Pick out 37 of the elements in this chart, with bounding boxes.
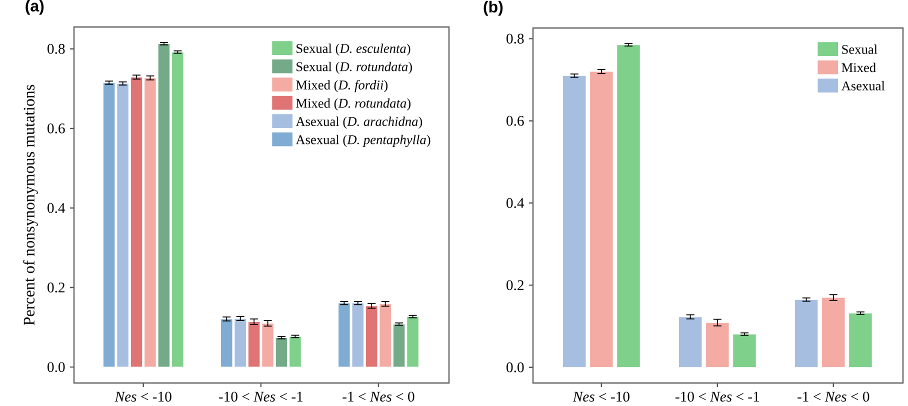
legend-label: Sexual (D. esculenta)	[296, 44, 410, 56]
y-tick-label: 0.8	[506, 34, 524, 44]
y-axis-title: Percent of nonsynonymous mutations	[23, 84, 38, 326]
bar	[616, 44, 640, 368]
bar	[678, 316, 702, 368]
y-tick-label: 0.4	[506, 198, 524, 208]
x-tick-label: Nes < -10	[572, 392, 630, 402]
bar	[590, 71, 614, 368]
legend-label: Mixed (D. fordii)	[296, 80, 388, 92]
bar	[794, 299, 818, 368]
bar	[562, 75, 586, 368]
y-tick-label: 0.0	[506, 362, 524, 372]
y-tick-label: 0.0	[48, 362, 65, 372]
legend-label: Asexual (D. arachidna)	[296, 116, 422, 129]
chart-title: (a)	[26, 0, 44, 15]
legend-label: Sexual (D. rotundata)	[296, 62, 412, 74]
x-tick-label: -1 < Nes < 0	[798, 392, 870, 402]
x-tick-label: -10 < Nes < -1	[675, 392, 760, 402]
bar	[848, 312, 872, 368]
legend-label: Mixed (D. rotundata)	[296, 98, 410, 110]
chart-title: (b)	[484, 0, 503, 16]
x-tick-label: -10 < Nes < -1	[218, 392, 303, 402]
y-tick-label: 0.2	[48, 282, 64, 293]
y-tick-label: 0.8	[48, 44, 65, 54]
legend-label: Asexual	[841, 81, 885, 90]
y-tick-label: 0.2	[506, 280, 524, 290]
bar	[706, 322, 730, 368]
bar	[732, 334, 756, 368]
bar	[821, 297, 846, 368]
legend-label: Sexual	[842, 44, 878, 54]
y-tick-label: 0.6	[506, 116, 524, 126]
legend-label: Asexual (D. pentaphylla)	[296, 134, 430, 147]
x-tick-label: Nes < -10	[114, 392, 172, 402]
y-tick-label: 0.6	[48, 123, 65, 134]
y-tick-label: 0.4	[48, 203, 66, 213]
legend-label: Mixed	[842, 62, 876, 72]
x-tick-label: -1 < Nes < 0	[342, 392, 414, 402]
